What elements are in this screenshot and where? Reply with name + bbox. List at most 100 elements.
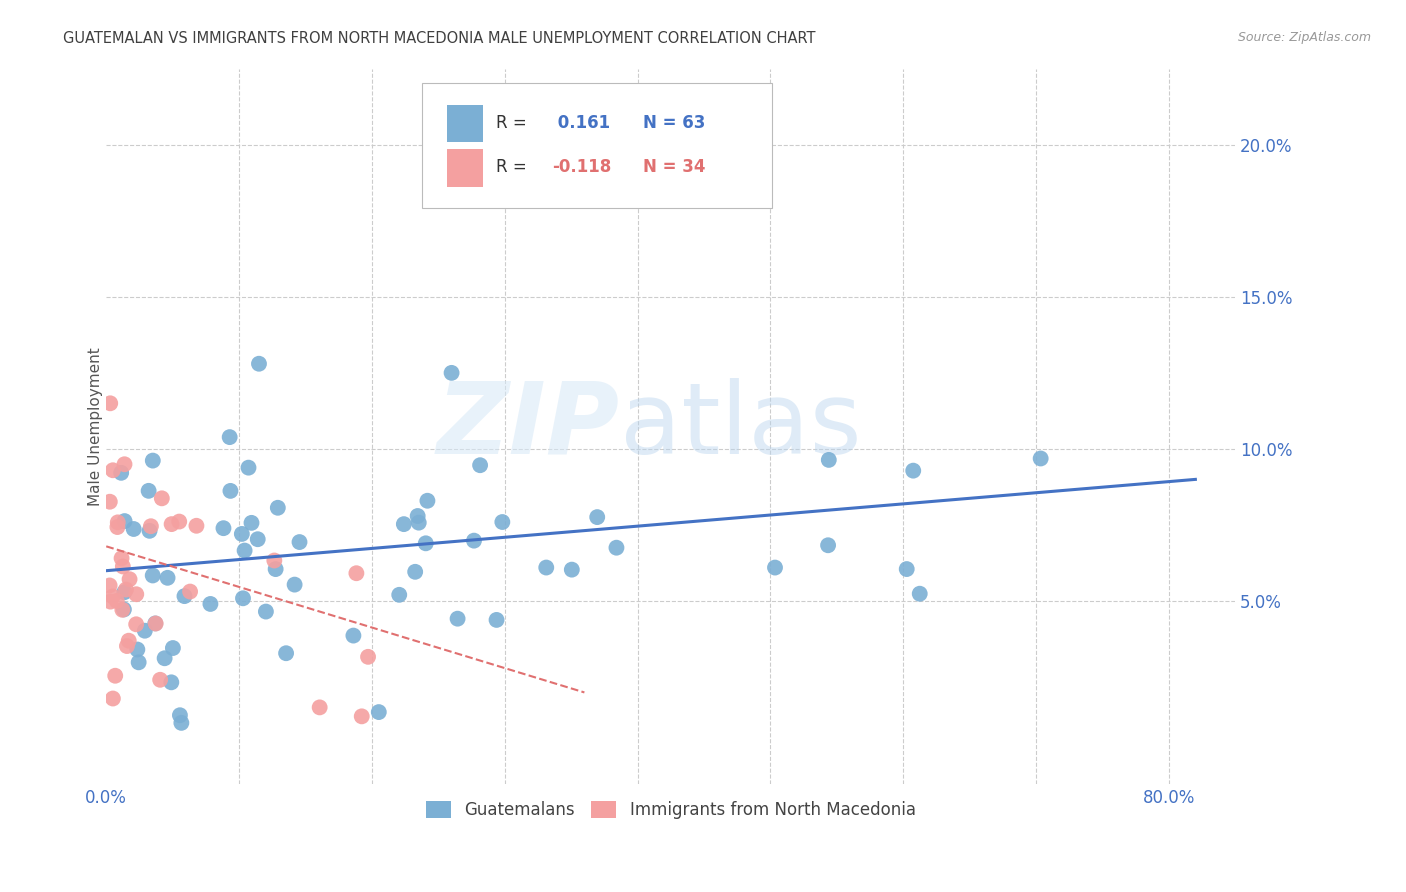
Point	[284, 577, 307, 591]
Point	[139, 519, 162, 533]
Point	[162, 641, 184, 656]
Point	[908, 587, 931, 601]
Text: GUATEMALAN VS IMMIGRANTS FROM NORTH MACEDONIA MALE UNEMPLOYMENT CORRELATION CHAR: GUATEMALAN VS IMMIGRANTS FROM NORTH MACE…	[63, 31, 815, 46]
Point	[388, 588, 411, 602]
Point	[1029, 451, 1052, 466]
Point	[107, 516, 129, 530]
Point	[142, 568, 165, 582]
Point	[173, 589, 195, 603]
Point	[416, 493, 439, 508]
Point	[105, 594, 128, 608]
Point	[233, 543, 256, 558]
FancyBboxPatch shape	[422, 83, 772, 208]
Point	[104, 669, 127, 683]
Point	[149, 673, 172, 687]
Point	[263, 553, 285, 567]
Point	[169, 708, 191, 723]
Point	[254, 605, 277, 619]
Point	[170, 715, 193, 730]
Point	[111, 559, 134, 574]
Text: 0.161: 0.161	[553, 114, 610, 132]
Point	[463, 533, 485, 548]
Point	[238, 460, 260, 475]
Point	[115, 582, 138, 597]
Y-axis label: Male Unemployment: Male Unemployment	[87, 347, 103, 506]
Text: atlas: atlas	[620, 377, 862, 475]
Point	[98, 578, 121, 592]
Point	[112, 585, 135, 599]
Point	[138, 483, 160, 498]
Point	[167, 515, 190, 529]
Point	[138, 524, 160, 538]
Point	[231, 527, 253, 541]
Point	[219, 483, 242, 498]
Point	[536, 560, 558, 574]
Text: Source: ZipAtlas.com: Source: ZipAtlas.com	[1237, 31, 1371, 45]
Point	[125, 587, 148, 601]
Point	[357, 649, 380, 664]
Point	[128, 656, 150, 670]
Legend: Guatemalans, Immigrants from North Macedonia: Guatemalans, Immigrants from North Maced…	[419, 794, 922, 825]
Point	[145, 616, 167, 631]
Point	[179, 584, 201, 599]
Point	[491, 515, 513, 529]
Point	[150, 491, 173, 506]
Point	[110, 551, 132, 566]
Point	[406, 508, 429, 523]
Point	[344, 566, 367, 581]
Point	[392, 517, 415, 532]
Point	[586, 510, 609, 524]
Point	[200, 597, 222, 611]
Point	[186, 518, 208, 533]
Point	[115, 639, 138, 653]
Text: R =: R =	[496, 114, 531, 132]
Point	[125, 617, 148, 632]
Point	[98, 396, 121, 410]
Point	[101, 691, 124, 706]
Point	[903, 464, 925, 478]
Point	[350, 709, 373, 723]
Text: N = 34: N = 34	[643, 158, 704, 177]
Point	[156, 571, 179, 585]
Point	[485, 613, 508, 627]
Point	[342, 629, 364, 643]
Point	[446, 612, 468, 626]
Point	[100, 594, 122, 608]
Point	[122, 522, 145, 536]
Point	[240, 516, 263, 530]
Point	[110, 466, 132, 480]
Point	[817, 538, 839, 552]
Point	[896, 562, 918, 576]
Point	[232, 591, 254, 606]
Point	[160, 517, 183, 532]
Point	[367, 705, 389, 719]
Point	[218, 430, 240, 444]
Point	[153, 651, 176, 665]
Point	[134, 624, 156, 638]
Text: R =: R =	[496, 158, 531, 177]
Point	[561, 563, 583, 577]
Point	[440, 366, 463, 380]
Point	[246, 533, 269, 547]
Point	[408, 516, 430, 530]
Point	[101, 463, 124, 477]
Point	[288, 535, 311, 549]
Point	[101, 590, 124, 604]
Text: -0.118: -0.118	[553, 158, 612, 177]
Point	[308, 700, 330, 714]
Point	[112, 602, 135, 616]
Point	[142, 453, 165, 467]
Point	[274, 646, 297, 660]
Point	[118, 633, 141, 648]
Point	[817, 453, 839, 467]
Point	[404, 565, 426, 579]
Point	[605, 541, 627, 555]
Point	[415, 536, 437, 550]
Point	[118, 572, 141, 586]
Bar	[447, 105, 484, 142]
Point	[143, 616, 166, 631]
Point	[98, 494, 121, 508]
Point	[107, 520, 129, 534]
Point	[111, 603, 134, 617]
Point	[267, 500, 290, 515]
